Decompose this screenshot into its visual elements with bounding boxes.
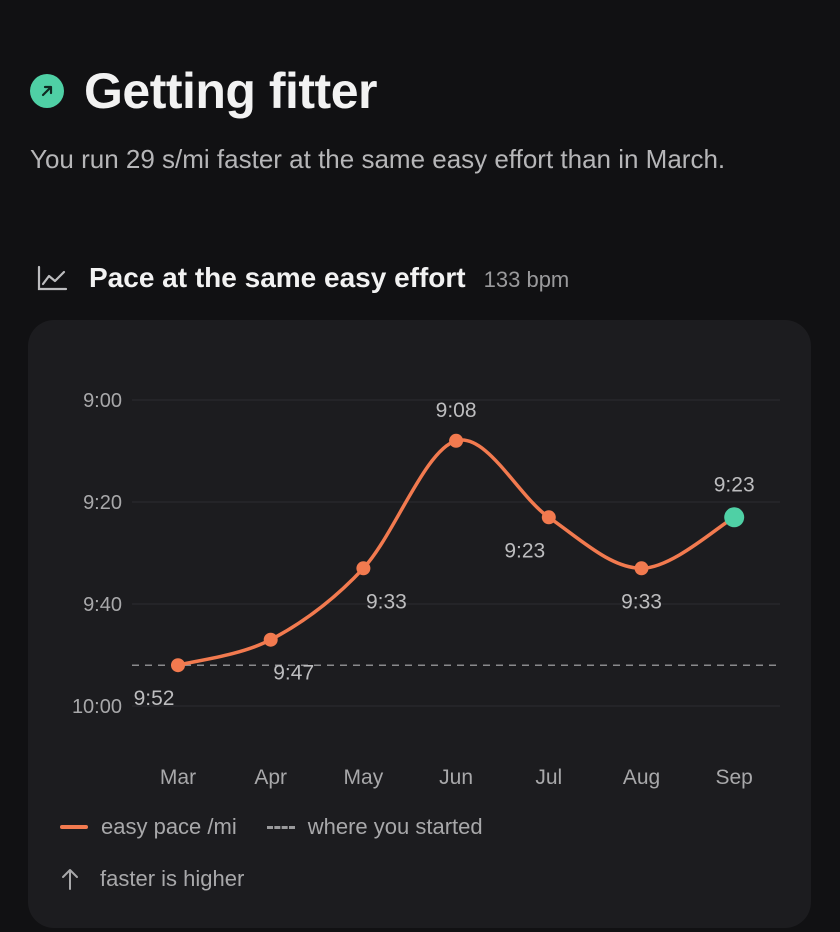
x-tick-label: Sep (716, 766, 753, 789)
data-label: 9:23 (504, 539, 545, 562)
y-tick-label: 9:00 (83, 390, 122, 412)
legend-baseline-label: where you started (307, 814, 483, 839)
data-point (171, 658, 185, 673)
chart-section-header: Pace at the same easy effort 133 bpm (36, 262, 569, 294)
y-tick-label: 10:00 (72, 696, 122, 718)
x-tick-label: Aug (623, 766, 660, 789)
chart-title: Pace at the same easy effort (89, 262, 466, 293)
trend-badge (30, 74, 64, 108)
heart-rate-value: 133 bpm (483, 267, 570, 292)
data-point (263, 632, 278, 647)
chart-legend: easy pace /mi where you started (60, 814, 483, 840)
data-label: 9:52 (134, 687, 175, 710)
pace-chart: 9:00 9:20 9:40 10:00 9:52 Mar 9:47 Apr 9:33 May 9:… (72, 390, 780, 789)
latest-data-point (724, 507, 745, 528)
x-tick-label: Mar (160, 766, 196, 789)
arrow-up-icon (62, 869, 78, 890)
legend-dashed-swatch (266, 825, 295, 829)
page-title: Getting fitter (84, 63, 377, 119)
data-point (634, 561, 649, 576)
data-label: 9:23 (714, 473, 755, 496)
data-point (449, 433, 464, 448)
chart-note: faster is higher (60, 866, 244, 892)
page-subtitle: You run 29 s/mi faster at the same easy … (30, 144, 726, 174)
data-label: 9:08 (436, 399, 477, 422)
x-tick-label: Jun (439, 766, 473, 789)
data-label: 9:33 (366, 590, 407, 613)
x-tick-label: Apr (254, 766, 287, 789)
note-text: faster is higher (100, 866, 245, 891)
data-label: 9:47 (273, 662, 314, 685)
x-tick-label: May (344, 766, 384, 789)
y-tick-label: 9:20 (83, 492, 122, 514)
line-chart-icon (37, 265, 68, 291)
pace-line (176, 438, 736, 667)
header: Getting fitter (30, 62, 377, 120)
x-tick-label: Jul (535, 766, 562, 789)
data-label: 9:33 (621, 590, 662, 613)
data-point (541, 510, 556, 525)
arrow-up-right-icon (41, 85, 53, 97)
y-tick-label: 9:40 (83, 594, 122, 616)
legend-line-swatch (60, 825, 88, 829)
legend-series-label: easy pace /mi (101, 814, 237, 839)
data-point (356, 561, 371, 576)
chart-card (28, 320, 811, 928)
